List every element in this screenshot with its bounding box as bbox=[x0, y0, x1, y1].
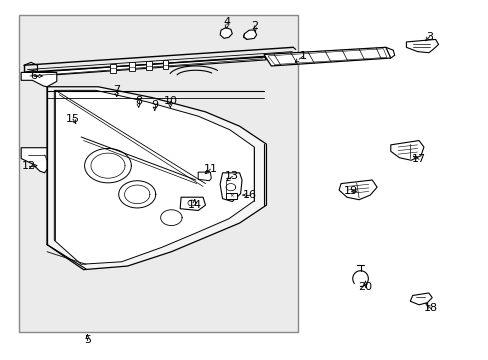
Text: 16: 16 bbox=[242, 190, 256, 200]
Text: 2: 2 bbox=[250, 21, 257, 31]
Polygon shape bbox=[220, 173, 242, 202]
Polygon shape bbox=[338, 180, 376, 200]
Text: 15: 15 bbox=[66, 114, 80, 124]
Polygon shape bbox=[180, 197, 205, 211]
Polygon shape bbox=[63, 118, 86, 129]
Text: 4: 4 bbox=[224, 17, 230, 27]
Text: 1: 1 bbox=[299, 51, 306, 61]
Text: 9: 9 bbox=[151, 100, 158, 110]
Text: ×: × bbox=[228, 194, 233, 199]
Text: 11: 11 bbox=[203, 164, 217, 174]
Text: 5: 5 bbox=[84, 334, 91, 345]
Polygon shape bbox=[390, 140, 423, 160]
Bar bbox=[225, 193, 236, 199]
Polygon shape bbox=[21, 148, 54, 173]
Polygon shape bbox=[220, 28, 232, 39]
Bar bbox=[162, 60, 168, 69]
Text: 3: 3 bbox=[426, 32, 432, 41]
Text: 13: 13 bbox=[225, 171, 239, 181]
Text: 17: 17 bbox=[411, 154, 425, 164]
Text: 10: 10 bbox=[163, 96, 177, 106]
Polygon shape bbox=[264, 47, 390, 66]
Text: 12: 12 bbox=[22, 161, 36, 171]
Text: 7: 7 bbox=[113, 85, 120, 95]
Bar bbox=[146, 61, 152, 70]
Polygon shape bbox=[406, 40, 438, 53]
Bar bbox=[129, 63, 135, 71]
Polygon shape bbox=[21, 72, 57, 87]
Polygon shape bbox=[243, 30, 256, 40]
Text: 6: 6 bbox=[30, 71, 37, 81]
Polygon shape bbox=[24, 56, 266, 77]
Text: 18: 18 bbox=[423, 303, 437, 314]
Polygon shape bbox=[409, 293, 431, 305]
Polygon shape bbox=[47, 87, 266, 270]
Text: 14: 14 bbox=[187, 200, 202, 210]
Text: 20: 20 bbox=[358, 282, 372, 292]
Text: 8: 8 bbox=[135, 96, 142, 106]
Bar bbox=[19, 15, 298, 332]
Polygon shape bbox=[198, 172, 211, 181]
Polygon shape bbox=[54, 90, 254, 264]
Bar bbox=[110, 64, 116, 73]
Text: 19: 19 bbox=[343, 186, 357, 197]
